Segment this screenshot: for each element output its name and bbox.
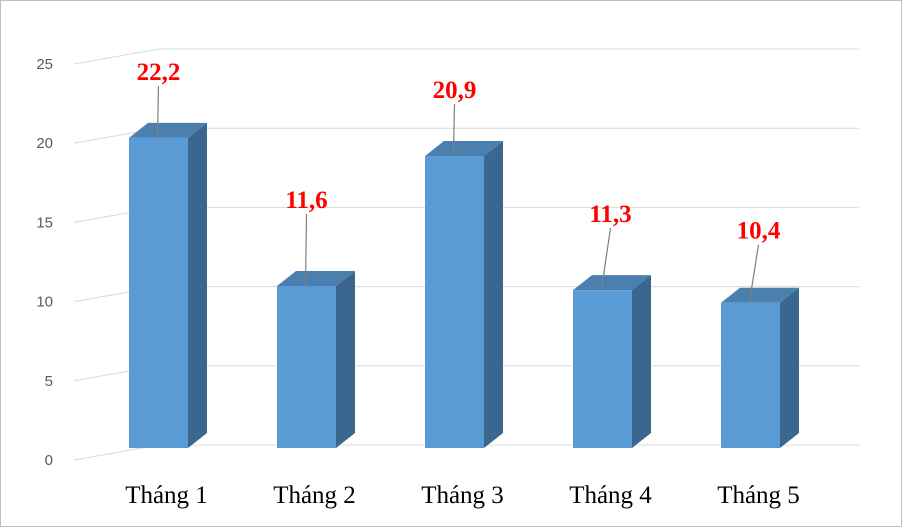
data-label-leader-lines — [156, 85, 760, 302]
category-label: Tháng 5 — [717, 482, 800, 509]
leader-line — [452, 103, 456, 156]
y-tick-label: 25 — [36, 56, 53, 73]
leader-line — [748, 244, 760, 302]
bar-front-face — [277, 285, 336, 448]
data-label: 11,6 — [285, 187, 327, 214]
gridline — [73, 48, 859, 65]
bar-front-face — [573, 290, 632, 448]
bar-side-face — [188, 122, 207, 448]
bar-front-face — [425, 156, 484, 448]
category-label: Tháng 1 — [125, 482, 208, 509]
bar-front-face — [721, 302, 780, 448]
bar-front-face — [129, 137, 188, 448]
category-label: Tháng 3 — [421, 482, 504, 509]
bar-top-face — [573, 275, 651, 291]
data-label: 10,4 — [737, 218, 781, 245]
y-tick-label: 20 — [36, 135, 53, 152]
leader-line — [156, 85, 160, 137]
category-label: Tháng 2 — [273, 482, 356, 509]
category-label: Tháng 4 — [569, 482, 652, 509]
bar — [277, 270, 355, 448]
y-tick-label: 0 — [45, 452, 53, 469]
data-labels: 22,2 11,6 20,9 11,3 10,4 — [137, 59, 781, 245]
bar-side-face — [484, 141, 503, 448]
x-axis-category-labels: Tháng 1 Tháng 2 Tháng 3 Tháng 4 Tháng 5 — [125, 482, 800, 509]
y-axis-tick-labels: 0 5 10 15 20 25 — [36, 56, 53, 469]
y-tick-label: 15 — [36, 214, 53, 231]
leader-line — [600, 228, 612, 290]
data-label: 22,2 — [137, 59, 181, 86]
bar-side-face — [336, 270, 355, 448]
bar-top-face — [277, 270, 355, 286]
bar — [573, 275, 651, 448]
data-label: 11,3 — [589, 201, 631, 228]
bar-side-face — [780, 287, 799, 448]
leader-line — [304, 213, 308, 285]
bar-top-face — [129, 122, 207, 138]
bar — [129, 122, 207, 448]
bar — [721, 287, 799, 448]
y-tick-label: 10 — [36, 294, 53, 311]
bars — [129, 122, 799, 448]
bar-top-face — [721, 287, 799, 303]
bar — [425, 141, 503, 448]
bar-side-face — [632, 275, 651, 448]
bar-top-face — [425, 141, 503, 157]
data-label: 20,9 — [433, 77, 477, 104]
y-tick-label: 5 — [45, 373, 53, 390]
